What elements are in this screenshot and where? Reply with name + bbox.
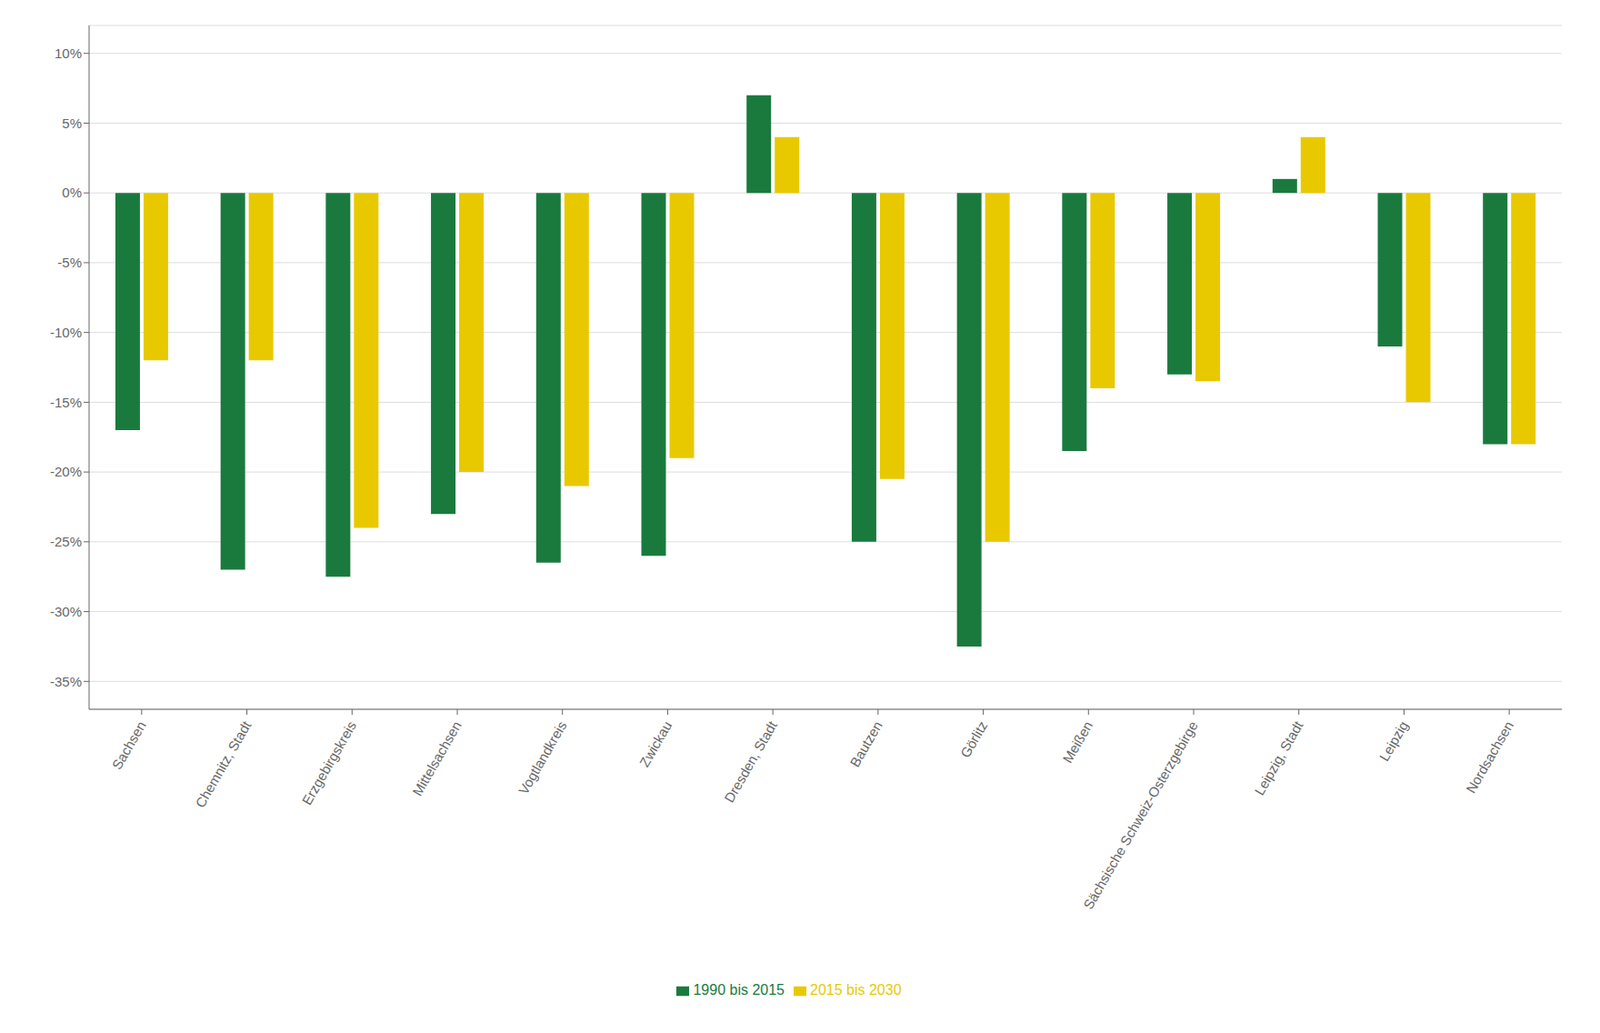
svg-text:Mittelsachsen: Mittelsachsen: [409, 718, 465, 799]
svg-text:Dresden, Stadt: Dresden, Stadt: [720, 717, 780, 805]
svg-text:Meißen: Meißen: [1059, 718, 1096, 766]
svg-text:Leipzig: Leipzig: [1376, 718, 1411, 764]
svg-text:-10%: -10%: [50, 324, 82, 340]
svg-text:10%: 10%: [54, 45, 82, 61]
svg-text:Chemnitz, Stadt: Chemnitz, Stadt: [191, 717, 254, 810]
svg-text:Bautzen: Bautzen: [846, 718, 885, 770]
svg-text:-30%: -30%: [50, 603, 82, 620]
svg-text:-20%: -20%: [50, 463, 82, 480]
svg-text:Leipzig, Stadt: Leipzig, Stadt: [1250, 717, 1307, 798]
svg-text:5%: 5%: [61, 115, 82, 131]
svg-text:Sächsische Schweiz-Osterzgebir: Sächsische Schweiz-Osterzgebirge: [1080, 718, 1201, 912]
svg-text:0%: 0%: [61, 184, 82, 200]
svg-text:Zwickau: Zwickau: [636, 718, 675, 770]
svg-text:Erzgebirgskreis: Erzgebirgskreis: [299, 718, 360, 808]
svg-text:-15%: -15%: [50, 394, 82, 410]
svg-text:-35%: -35%: [50, 673, 82, 690]
svg-text:Sachsen: Sachsen: [109, 718, 150, 772]
svg-text:-25%: -25%: [50, 533, 82, 550]
html-text:1990 bis 2015: 1990 bis 2015: [693, 981, 785, 998]
svg-text:Vogtlandkreis: Vogtlandkreis: [515, 718, 570, 797]
svg-text:Görlitz: Görlitz: [957, 718, 990, 760]
svg-text:-5%: -5%: [57, 254, 82, 270]
html-text:2015 bis 2030: 2015 bis 2030: [810, 981, 902, 998]
svg-text:Nordsachsen: Nordsachsen: [1462, 718, 1517, 796]
